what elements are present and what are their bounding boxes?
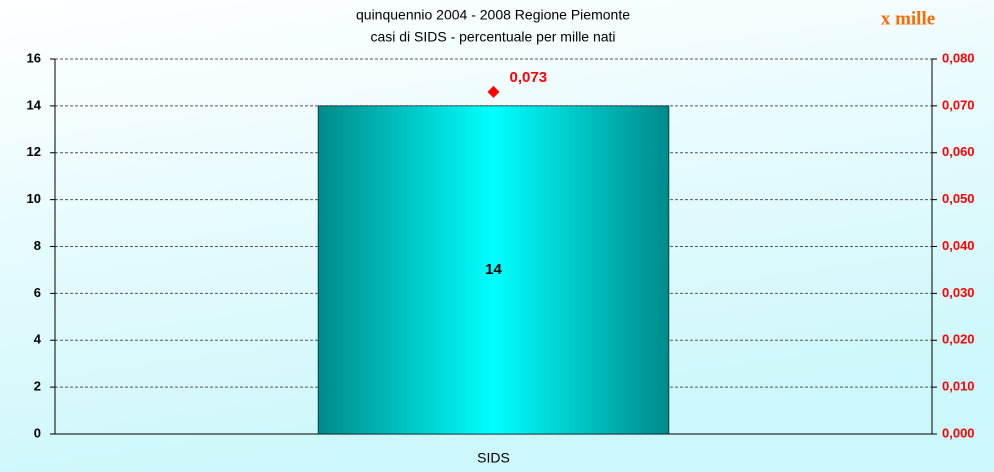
- annotation: x mille: [881, 8, 935, 29]
- y-tick-label: 6: [34, 285, 41, 300]
- data-label: 14: [485, 261, 502, 278]
- y2-tick-label: 0,030: [942, 285, 975, 300]
- y-tick-label: 14: [27, 97, 42, 112]
- marker: [487, 85, 500, 98]
- y2-tick-label: 0,040: [942, 238, 975, 253]
- y-tick-label: 10: [27, 191, 41, 206]
- y-tick-label: 4: [34, 332, 42, 347]
- data-label: 0,073: [510, 69, 548, 86]
- y2-tick-label: 0,060: [942, 144, 975, 159]
- y-tick-label: 12: [27, 144, 41, 159]
- y-tick-label: 8: [34, 238, 41, 253]
- y2-tick-label: 0,080: [942, 50, 975, 65]
- y2-tick-label: 0,000: [942, 425, 975, 440]
- y-tick-label: 0: [34, 425, 41, 440]
- y-tick-label: 16: [27, 50, 41, 65]
- bar: [317, 105, 670, 435]
- y2-tick-label: 0,020: [942, 332, 975, 347]
- y-tick-label: 2: [34, 379, 41, 394]
- x-tick-label: SIDS: [477, 450, 510, 466]
- y2-tick-label: 0,010: [942, 379, 975, 394]
- chart-subtitle: casi di SIDS - percentuale per mille nat…: [370, 29, 615, 45]
- chart-title: quinquennio 2004 - 2008 Regione Piemonte: [356, 7, 630, 23]
- y2-tick-label: 0,050: [942, 191, 975, 206]
- y2-tick-label: 0,070: [942, 97, 975, 112]
